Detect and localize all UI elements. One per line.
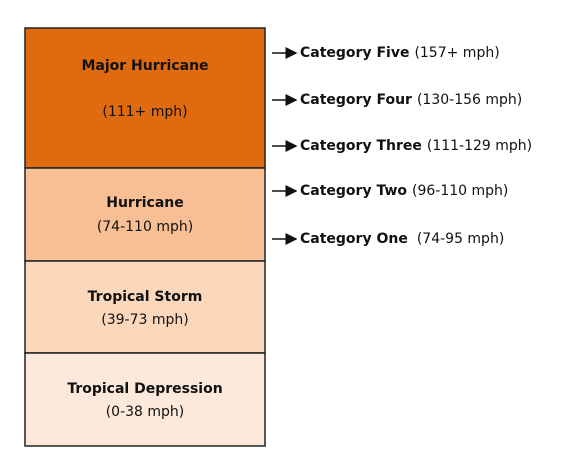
category-name: Category Three — [300, 138, 422, 154]
category-name: Category Two — [300, 183, 407, 199]
category: Category Three (111-129 mph) — [300, 138, 532, 154]
category: Category Five (157+ mph) — [300, 45, 500, 61]
block-hurricane — [24, 167, 266, 262]
category-name: Category Four — [300, 92, 412, 108]
block-range: (74-110 mph) — [97, 219, 193, 235]
block-range: (111+ mph) — [102, 104, 187, 120]
category: Category One (74-95 mph) — [300, 231, 504, 247]
block-range: (39-73 mph) — [101, 312, 188, 328]
category-range: (111-129 mph) — [427, 138, 532, 154]
category-range: (96-110 mph) — [412, 183, 508, 199]
block-range: (0-38 mph) — [106, 404, 185, 420]
category: Category Four (130-156 mph) — [300, 92, 522, 108]
category: Category Two (96-110 mph) — [300, 183, 508, 199]
category-list: Category Five (157+ mph) Category Four (13… — [272, 45, 532, 247]
block-title: Tropical Storm — [88, 289, 203, 305]
block-title: Hurricane — [106, 195, 184, 211]
category-range: (130-156 mph) — [417, 92, 522, 108]
block-title: Major Hurricane — [81, 58, 208, 74]
block-depression — [24, 352, 266, 447]
block-title: Tropical Depression — [67, 381, 222, 397]
category-name: Category One — [300, 231, 408, 247]
category-range: (74-95 mph) — [417, 231, 504, 247]
block-storm — [24, 260, 266, 354]
category-range: (157+ mph) — [414, 45, 499, 61]
block-major — [24, 27, 266, 169]
category-name: Category Five — [300, 45, 409, 61]
